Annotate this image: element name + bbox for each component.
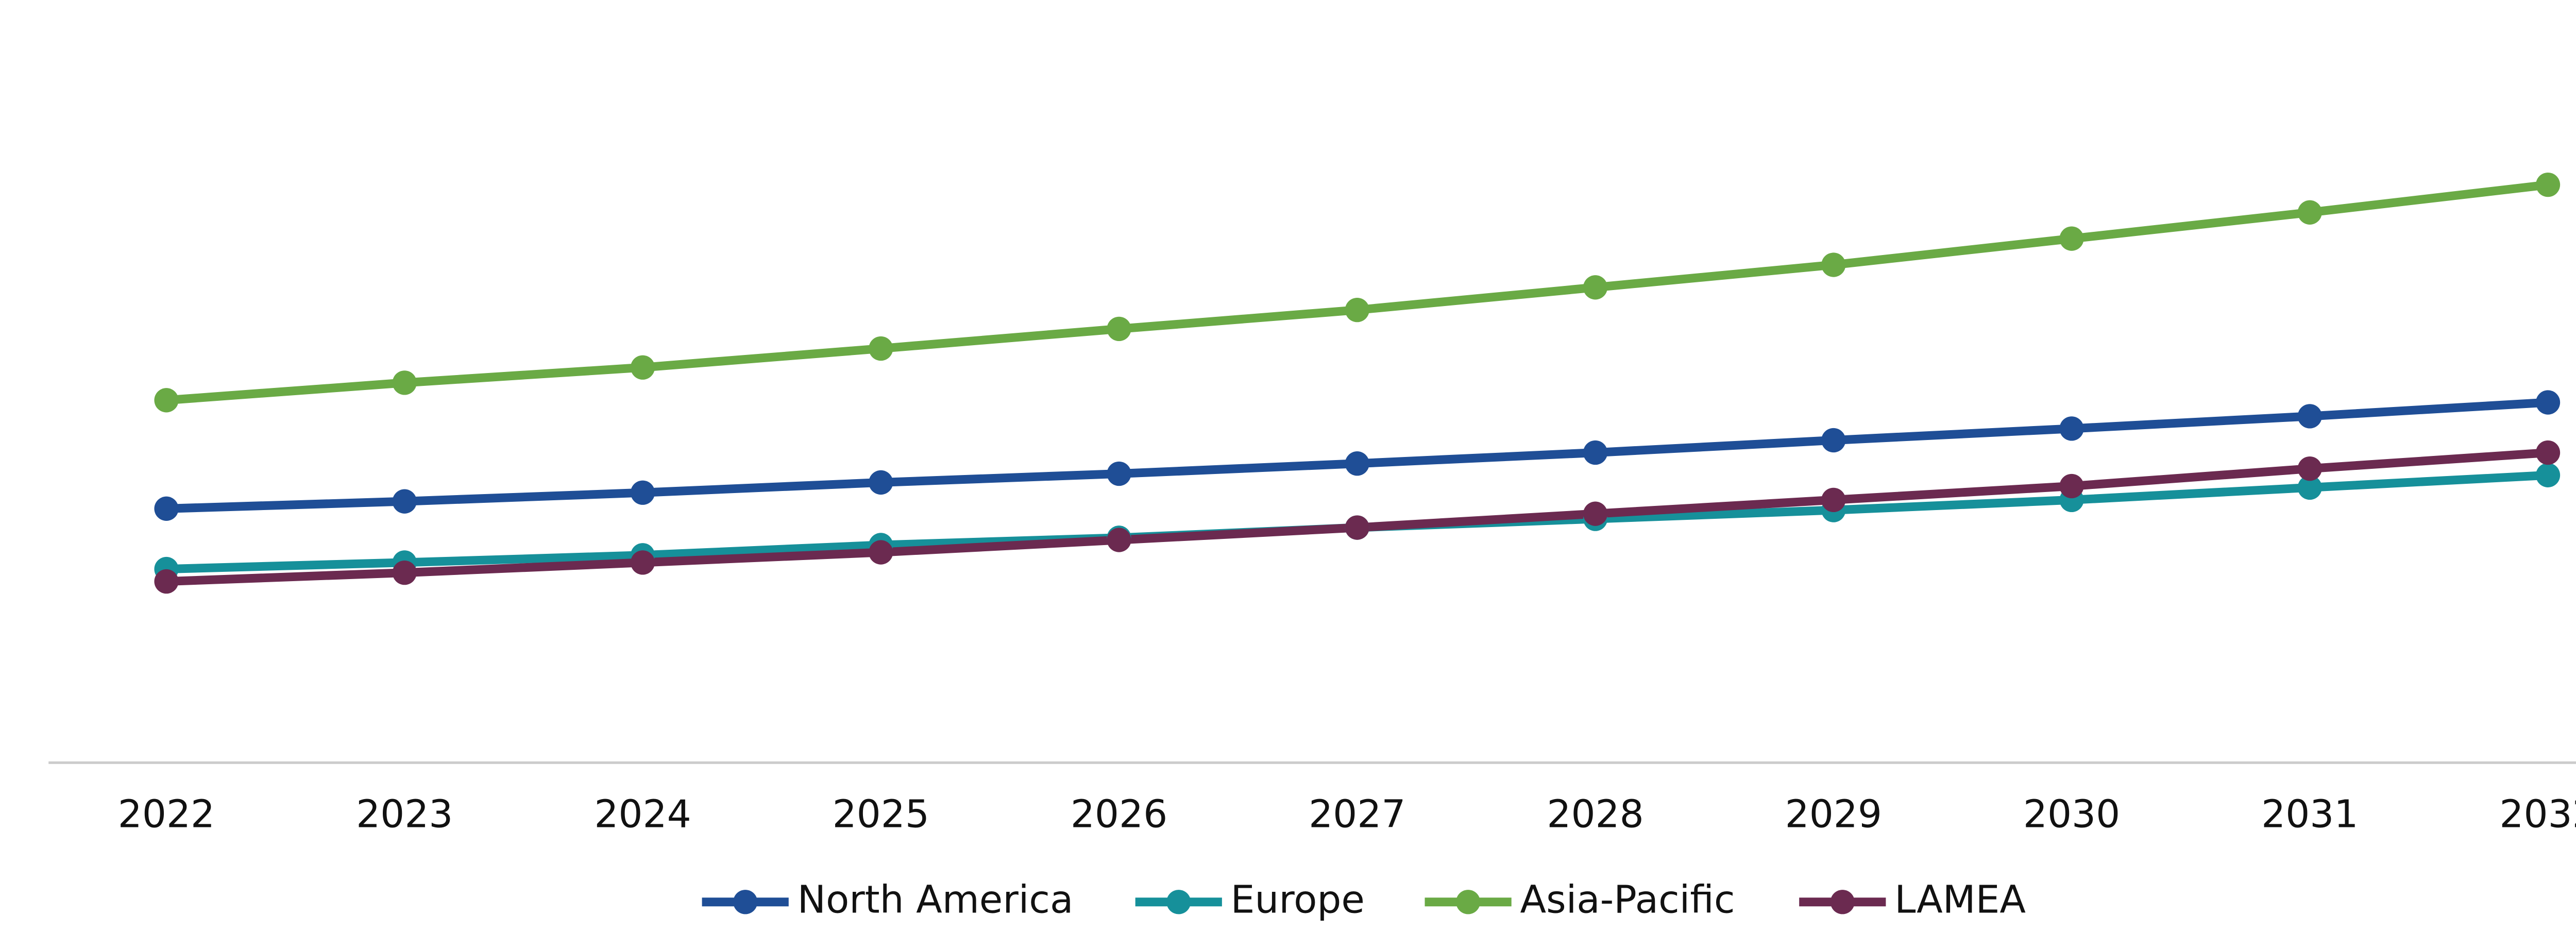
legend-marker <box>1830 890 1855 914</box>
x-tick-label: 2026 <box>1071 792 1167 837</box>
data-point <box>869 540 893 565</box>
data-point <box>630 480 655 505</box>
data-point <box>2297 456 2322 481</box>
x-tick-label: 2023 <box>356 792 453 837</box>
data-point <box>1107 461 1131 486</box>
data-point <box>630 355 655 380</box>
x-tick-label: 2027 <box>1309 792 1405 837</box>
data-point <box>392 370 417 395</box>
data-point <box>392 560 417 585</box>
data-point <box>1345 515 1369 540</box>
data-point <box>869 470 893 495</box>
data-point <box>2536 172 2561 197</box>
x-tick-label: 2028 <box>1547 792 1643 837</box>
data-point <box>1821 252 1846 277</box>
data-point <box>392 489 417 514</box>
x-tick-label: 2025 <box>833 792 929 837</box>
legend-label: LAMEA <box>1894 877 2026 922</box>
data-point <box>2536 463 2561 487</box>
legend-label: North America <box>798 877 1074 922</box>
data-point <box>2059 416 2084 441</box>
x-tick-label: 2030 <box>2023 792 2120 837</box>
data-point <box>2297 475 2322 500</box>
x-tick-label: 2029 <box>1785 792 1882 837</box>
legend-label: Europe <box>1231 877 1365 922</box>
series-line <box>166 180 2549 405</box>
legend-label: Asia-Pacific <box>1520 877 1735 922</box>
legend-marker <box>1166 890 1191 914</box>
data-point <box>2059 473 2084 499</box>
data-point <box>1583 440 1608 465</box>
data-point <box>1583 275 1608 300</box>
legend-marker <box>1456 890 1481 914</box>
x-tick-label: 2031 <box>2261 792 2358 837</box>
x-tick-label: 2032 <box>2499 792 2576 837</box>
data-point <box>2536 390 2561 415</box>
data-point <box>2297 404 2322 429</box>
data-point <box>2536 440 2561 465</box>
legend-marker <box>733 890 758 914</box>
data-point <box>154 388 179 413</box>
data-point <box>1107 316 1131 342</box>
x-tick-label: 2024 <box>594 792 691 837</box>
data-point <box>1345 297 1369 323</box>
data-point <box>154 569 179 594</box>
data-point <box>154 496 179 521</box>
data-point <box>2059 226 2084 251</box>
data-point <box>1821 428 1846 453</box>
data-point <box>1583 501 1608 526</box>
data-point <box>1821 487 1846 513</box>
data-point <box>1107 528 1131 552</box>
data-point <box>630 550 655 575</box>
x-tick-label: 2022 <box>118 792 215 837</box>
data-point <box>869 336 893 361</box>
data-point <box>2297 200 2322 225</box>
data-point <box>1345 451 1369 476</box>
